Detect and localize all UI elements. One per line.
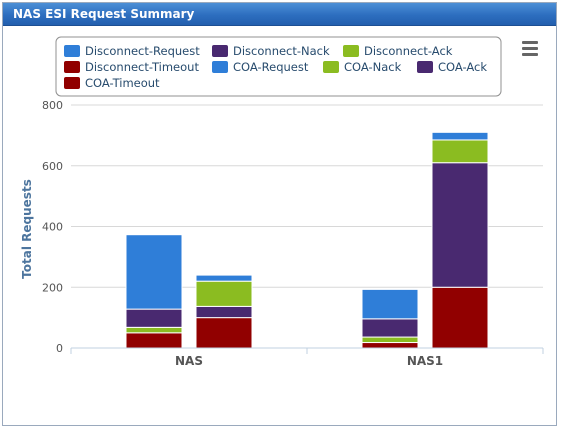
y-tick-label: 600 (42, 160, 63, 173)
legend-items: Disconnect-Request Disconnect-Nack Disconn… (64, 44, 487, 90)
bar-nas1-coa-request[interactable] (431, 131, 489, 141)
bar-nas-disconnect-request[interactable] (125, 234, 183, 310)
y-tick-label: 200 (42, 281, 63, 294)
legend-label: Disconnect-Request (85, 44, 200, 58)
y-tick-labels: 0 200 400 600 800 (42, 99, 63, 355)
legend-label: COA-Nack (344, 60, 402, 74)
y-tick-label: 800 (42, 99, 63, 112)
chart-menu-button[interactable] (517, 39, 543, 61)
legend-label: Disconnect-Nack (233, 44, 330, 58)
legend-swatch (343, 45, 359, 57)
bar-nas1-disconnect-timeout[interactable] (361, 342, 419, 349)
legend-swatch (212, 61, 228, 73)
bar-nas1-coa-nack[interactable] (431, 139, 489, 164)
bar-nas-coa-timeout[interactable] (195, 317, 253, 349)
legend-box (55, 36, 502, 97)
legend-item-disconnect-request[interactable]: Disconnect-Request (64, 44, 200, 58)
legend-swatch (212, 45, 228, 57)
legend-item-disconnect-timeout[interactable]: Disconnect-Timeout (64, 60, 199, 74)
legend-item-coa-ack[interactable]: COA-Ack (417, 60, 487, 74)
hamburger-menu-icon[interactable] (522, 41, 538, 56)
y-tick-label: 400 (42, 221, 63, 234)
legend-swatch (323, 61, 339, 73)
bar-nas1-disconnect-ack[interactable] (361, 336, 419, 344)
legend-label: COA-Ack (438, 60, 487, 74)
y-axis-label: Total Requests (20, 179, 34, 279)
bar-nas-coa-ack[interactable] (195, 305, 253, 319)
bar-nas1-coa-timeout[interactable] (431, 286, 489, 349)
panel-title: NAS ESI Request Summary (13, 7, 195, 21)
bar-nas-coa-nack[interactable] (195, 280, 253, 307)
x-label-nas: NAS (175, 354, 203, 368)
legend-item-coa-nack[interactable]: COA-Nack (323, 60, 402, 74)
y-tick-label: 0 (56, 342, 63, 355)
x-label-nas1: NAS1 (407, 354, 443, 368)
x-tick-marks (70, 348, 544, 354)
bar-nas1-coa-ack[interactable] (431, 162, 489, 288)
bar-nas-disconnect-timeout[interactable] (125, 332, 183, 349)
legend-label: COA-Request (233, 60, 309, 74)
legend-item-disconnect-ack[interactable]: Disconnect-Ack (343, 44, 453, 58)
chart-panel: NAS ESI Request Summary Disconnect-Reque… (2, 2, 557, 426)
bar-nas-disconnect-nack[interactable] (125, 308, 183, 328)
legend-swatch (64, 61, 80, 73)
stacked-bar-chart: Disconnect-Request Disconnect-Nack Disconn… (20, 36, 544, 368)
legend-item-coa-request[interactable]: COA-Request (212, 60, 309, 74)
bar-nas-coa-request[interactable] (195, 274, 253, 282)
legend-frame (55, 36, 502, 97)
legend-label: Disconnect-Ack (364, 44, 453, 58)
panel-titlebar: NAS ESI Request Summary (3, 3, 556, 26)
legend-item-coa-timeout[interactable]: COA-Timeout (64, 76, 160, 90)
legend-label: Disconnect-Timeout (85, 60, 199, 74)
legend-swatch (417, 61, 433, 73)
legend-swatch (64, 45, 80, 57)
bar-nas1-disconnect-nack[interactable] (361, 318, 419, 338)
legend-swatch (64, 77, 80, 89)
bar-marks (125, 131, 489, 349)
bar-nas-disconnect-ack[interactable] (125, 326, 183, 334)
legend-label: COA-Timeout (85, 76, 160, 90)
x-category-labels: NAS NAS1 (175, 354, 443, 368)
legend-item-disconnect-nack[interactable]: Disconnect-Nack (212, 44, 330, 58)
bar-nas1-disconnect-request[interactable] (361, 288, 419, 320)
